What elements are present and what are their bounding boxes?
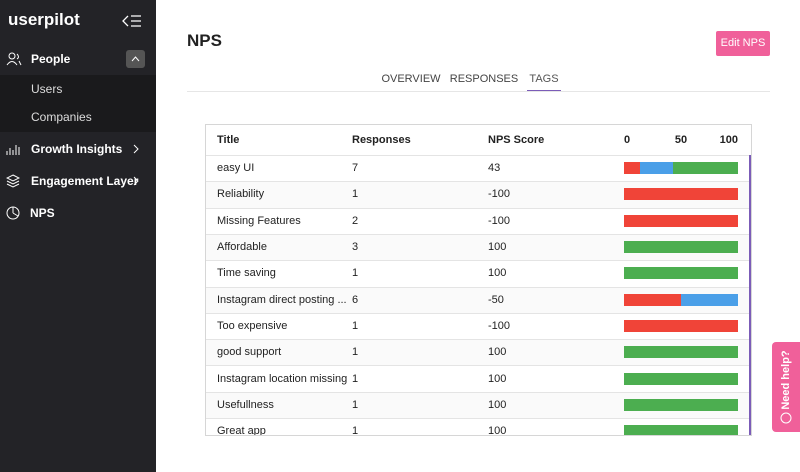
scale-tick: 50 xyxy=(674,134,688,146)
submenu xyxy=(0,75,156,132)
table-row xyxy=(206,418,751,435)
tag-title: Reliability xyxy=(217,188,265,201)
insights-icon xyxy=(6,145,20,155)
help-icon xyxy=(780,412,792,424)
nps-bar-segment xyxy=(673,162,738,175)
table-row xyxy=(206,233,751,262)
help-label: Need help? xyxy=(780,350,792,410)
nav-item[interactable]: Companies xyxy=(31,110,92,124)
responses: 1 xyxy=(352,398,359,411)
people-icon xyxy=(6,52,22,66)
responses: 1 xyxy=(352,346,359,359)
help-tab[interactable]: Need help? xyxy=(772,342,800,432)
nps-score: -100 xyxy=(488,319,511,332)
responses: 6 xyxy=(352,293,359,306)
nps-score: 100 xyxy=(488,267,507,280)
layers-icon xyxy=(6,174,20,188)
nps-bar-segment xyxy=(624,267,738,280)
nps-score: 100 xyxy=(488,398,507,411)
nps-score: 43 xyxy=(488,162,501,175)
tab[interactable]: OVERVIEW xyxy=(381,73,441,85)
nav-item[interactable]: Growth Insights xyxy=(31,142,123,156)
column-header: Title xyxy=(217,134,240,146)
tag-title: easy UI xyxy=(217,162,255,175)
expand-button[interactable] xyxy=(126,50,145,68)
nps-bar-segment xyxy=(624,319,738,332)
nps-bar-segment xyxy=(639,162,673,175)
edit-button[interactable]: Edit NPS xyxy=(716,31,770,56)
responses: 1 xyxy=(352,267,359,280)
chevron xyxy=(133,176,139,186)
tag-title: Missing Features xyxy=(217,214,301,227)
collapse-icon[interactable] xyxy=(122,14,142,28)
nps-bar-segment xyxy=(624,372,738,385)
nav-item[interactable]: Engagement Layer xyxy=(31,174,139,188)
responses: 2 xyxy=(352,214,359,227)
nps-score: -100 xyxy=(488,214,511,227)
nav-item[interactable]: People xyxy=(31,52,71,66)
scale-tick: 100 xyxy=(719,134,738,146)
tag-title: Affordable xyxy=(217,241,267,254)
responses: 7 xyxy=(352,162,359,175)
nps-bar-segment xyxy=(624,241,738,254)
tag-title: Instagram direct posting ... xyxy=(217,293,347,306)
tab[interactable]: TAGS xyxy=(529,73,559,85)
sidebar: userpilot People Users Companies Growth … xyxy=(0,0,156,472)
tag-title: Too expensive xyxy=(217,319,288,332)
nps-bar-segment xyxy=(624,214,738,227)
nps-score: 100 xyxy=(488,241,507,254)
nps-score: -50 xyxy=(488,293,504,306)
tag-title: Usefullness xyxy=(217,398,274,411)
responses: 1 xyxy=(352,188,359,201)
column-header: NPS Score xyxy=(488,134,545,146)
nps-bar-segment xyxy=(681,293,738,306)
divider xyxy=(187,91,770,92)
tags-table: Title Responses NPS Score 0 50 100 easy UI 7 43 R… xyxy=(205,124,752,436)
nps-score: 100 xyxy=(488,372,507,385)
nav-item[interactable]: Users xyxy=(31,82,63,96)
column-header: Responses xyxy=(352,134,411,146)
responses: 3 xyxy=(352,241,359,254)
tab[interactable]: RESPONSES xyxy=(449,73,519,85)
nps-bar-segment xyxy=(624,293,681,306)
chevron xyxy=(133,144,139,154)
nps-bar-segment xyxy=(624,162,640,175)
nps-bar-segment xyxy=(624,398,738,411)
nps-bar-segment xyxy=(624,188,738,201)
page-title: NPS xyxy=(187,31,222,50)
nps-score: 100 xyxy=(488,346,507,359)
tag-title: Time saving xyxy=(217,267,276,280)
tag-title: good support xyxy=(217,346,282,359)
responses: 1 xyxy=(352,425,359,436)
tag-title: Great app xyxy=(217,425,266,436)
scrollbar xyxy=(749,155,751,435)
nps-bar-segment xyxy=(624,425,738,435)
logo: userpilot xyxy=(8,10,80,29)
responses: 1 xyxy=(352,372,359,385)
nps-score: 100 xyxy=(488,425,507,436)
nps-score: -100 xyxy=(488,188,511,201)
scale-tick: 0 xyxy=(624,134,631,146)
nav-item[interactable]: NPS xyxy=(30,206,55,220)
responses: 1 xyxy=(352,319,359,332)
nps-icon xyxy=(6,206,20,220)
nps-bar-segment xyxy=(624,346,738,359)
tag-title: Instagram location missing xyxy=(217,372,348,385)
